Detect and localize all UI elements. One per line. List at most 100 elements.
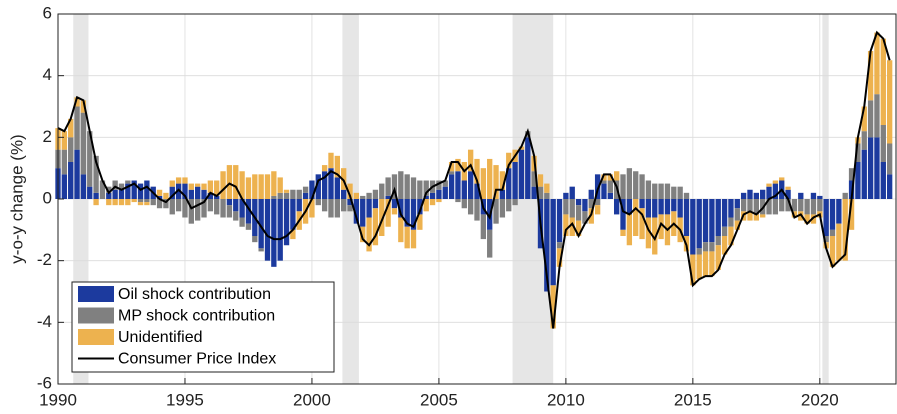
bar (436, 180, 442, 190)
bar (321, 165, 328, 172)
bar (233, 211, 239, 221)
bar (480, 168, 487, 199)
bar (233, 165, 239, 199)
bar (442, 186, 448, 199)
bar (118, 183, 125, 190)
bar (360, 195, 366, 199)
bar (569, 217, 575, 236)
bar (861, 106, 867, 132)
bar (74, 97, 80, 107)
bar (334, 155, 340, 178)
bar (645, 217, 652, 249)
x-tick-label: 1990 (39, 390, 77, 409)
bar (131, 180, 137, 199)
bar (188, 183, 194, 190)
bar (214, 199, 220, 215)
bar (137, 183, 144, 199)
bar (366, 199, 372, 218)
bar (874, 32, 880, 95)
bar (188, 189, 194, 199)
bar (683, 192, 690, 199)
bar (747, 211, 753, 221)
bar (233, 199, 239, 212)
bar (474, 183, 480, 199)
bar (817, 195, 823, 199)
bar (80, 100, 87, 113)
bar (620, 174, 626, 199)
bar (601, 174, 607, 181)
bar (137, 199, 144, 203)
bar (645, 180, 652, 199)
bar (880, 162, 886, 199)
bar (467, 149, 474, 172)
bar (467, 171, 474, 199)
bar (671, 199, 677, 212)
bar (417, 199, 423, 215)
bar (156, 189, 163, 196)
bar (315, 174, 321, 199)
bar (195, 199, 201, 221)
bar (575, 220, 582, 236)
bar (537, 186, 544, 199)
bar (455, 158, 461, 172)
bar (785, 186, 791, 190)
bar (226, 205, 233, 218)
bar (68, 137, 74, 162)
bar (87, 131, 93, 187)
bar (341, 199, 347, 212)
bar (125, 199, 131, 206)
bar (125, 183, 131, 199)
bar (398, 217, 404, 243)
bar (328, 199, 334, 218)
bar (499, 171, 506, 190)
bar (563, 192, 569, 199)
bar (664, 199, 671, 215)
bar (80, 112, 87, 175)
legend: Oil shock contribution MP shock contribut… (71, 281, 335, 373)
bar (740, 192, 747, 199)
bar (182, 183, 188, 199)
bar (328, 168, 334, 199)
bar (302, 186, 309, 193)
bar (652, 217, 658, 255)
bar (810, 192, 817, 199)
bar (290, 189, 296, 199)
bar (544, 183, 550, 193)
bar (709, 199, 715, 243)
bar (499, 199, 506, 218)
bar (734, 220, 740, 230)
bar (239, 171, 245, 199)
bar (410, 177, 417, 199)
bar (474, 158, 480, 184)
bar (690, 254, 696, 286)
y-tick-label: -4 (37, 312, 52, 331)
bar (226, 165, 233, 199)
bar (563, 199, 569, 215)
bar (341, 168, 347, 190)
bar (112, 189, 118, 199)
bar (779, 177, 785, 181)
bar (588, 199, 594, 209)
bar (823, 199, 829, 236)
bar (252, 174, 258, 199)
bar (499, 189, 506, 199)
bar (80, 174, 87, 199)
bar (715, 245, 721, 270)
bar (290, 199, 296, 230)
bar (531, 171, 537, 187)
legend-label: Unidentified (118, 329, 203, 346)
bar (252, 236, 258, 243)
bar (379, 199, 385, 236)
bar (258, 199, 264, 249)
y-tick-label: 6 (43, 3, 52, 22)
bar (620, 229, 626, 236)
bar (639, 199, 645, 209)
bar (829, 229, 836, 236)
bar (391, 208, 398, 215)
bar (321, 199, 328, 212)
bar (506, 152, 512, 169)
bar (163, 199, 169, 209)
bar (360, 199, 366, 227)
bar (410, 199, 417, 230)
bar (709, 251, 715, 277)
